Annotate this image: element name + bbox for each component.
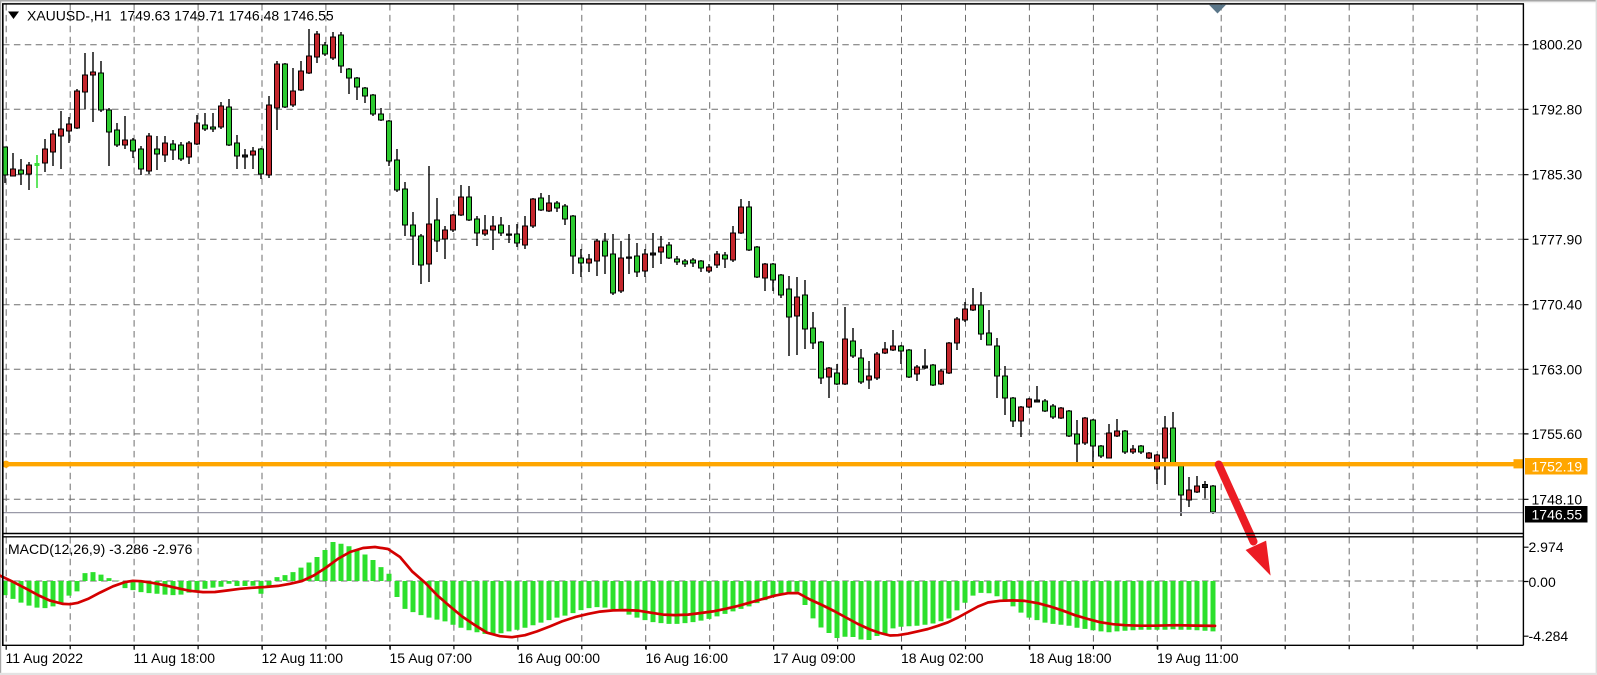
svg-text:MACD(12,26,9) -3.286 -2.976: MACD(12,26,9) -3.286 -2.976: [8, 541, 193, 557]
svg-text:1752.19: 1752.19: [1532, 458, 1583, 474]
svg-text:2.974: 2.974: [1529, 539, 1564, 555]
svg-text:11 Aug 18:00: 11 Aug 18:00: [134, 650, 216, 666]
svg-text:15 Aug 07:00: 15 Aug 07:00: [390, 650, 473, 666]
svg-text:1755.60: 1755.60: [1532, 426, 1583, 442]
svg-text:17 Aug 09:00: 17 Aug 09:00: [773, 650, 856, 666]
svg-text:0.00: 0.00: [1529, 574, 1556, 590]
svg-text:12 Aug 11:00: 12 Aug 11:00: [262, 650, 344, 666]
svg-text:1770.40: 1770.40: [1532, 297, 1583, 313]
svg-text:1792.80: 1792.80: [1532, 101, 1583, 117]
svg-text:1746.55: 1746.55: [1532, 506, 1583, 522]
svg-text:1785.30: 1785.30: [1532, 167, 1583, 183]
svg-text:XAUUSD-,H1 1749.63 1749.71 17: XAUUSD-,H1 1749.63 1749.71 1746.48 1746.…: [27, 8, 334, 24]
svg-text:1763.00: 1763.00: [1532, 361, 1583, 377]
svg-text:16 Aug 00:00: 16 Aug 00:00: [518, 650, 601, 666]
svg-text:18 Aug 18:00: 18 Aug 18:00: [1029, 650, 1112, 666]
svg-text:11 Aug 2022: 11 Aug 2022: [6, 650, 84, 666]
svg-text:1777.90: 1777.90: [1532, 231, 1583, 247]
svg-text:16 Aug 16:00: 16 Aug 16:00: [646, 650, 729, 666]
svg-text:18 Aug 02:00: 18 Aug 02:00: [901, 650, 984, 666]
svg-text:-4.284: -4.284: [1529, 628, 1569, 644]
svg-text:1748.10: 1748.10: [1532, 491, 1583, 507]
svg-text:1800.20: 1800.20: [1532, 37, 1583, 53]
svg-text:19 Aug 11:00: 19 Aug 11:00: [1157, 650, 1239, 666]
